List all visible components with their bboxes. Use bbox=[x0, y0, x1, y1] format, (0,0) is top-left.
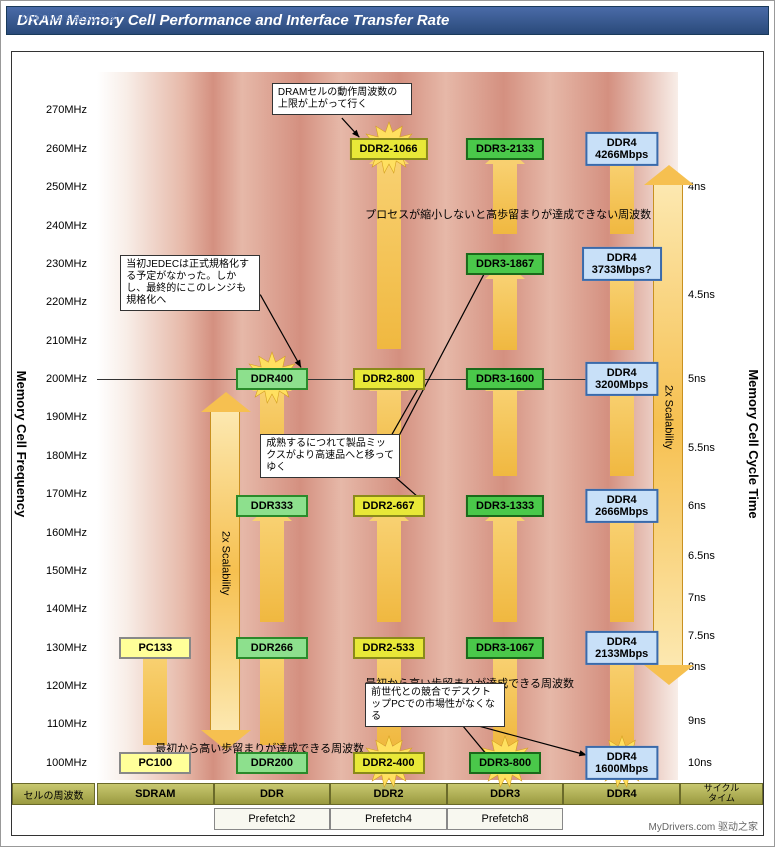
ytick-right: 8ns bbox=[683, 661, 763, 673]
page: MyDrivers 驱动之家 DRAM Memory Cell Performa… bbox=[0, 0, 775, 847]
arrow-up bbox=[143, 659, 167, 745]
note-box: 成熟するにつれて製品ミックスがより高速品へと移ってゆく bbox=[260, 434, 400, 478]
scalability-label: 2x Scalability bbox=[662, 385, 674, 449]
arrow-up bbox=[260, 659, 284, 745]
attribution: MyDrivers.com 驱动之家 bbox=[649, 818, 758, 833]
mem-box-ddr2: DDR2-667 bbox=[353, 495, 425, 517]
mem-box-ddr3: DDR3-1867 bbox=[466, 253, 544, 275]
scalability-label: 2x Scalability bbox=[219, 531, 231, 595]
mem-box-ddr2: DDR2-533 bbox=[353, 637, 425, 659]
arrow-up bbox=[377, 164, 401, 349]
arrow-up bbox=[610, 279, 634, 349]
prefetch-ddr: Prefetch2 bbox=[214, 808, 331, 830]
corner-left: セルの周波数 bbox=[12, 783, 95, 805]
arrow-up bbox=[493, 521, 517, 622]
mem-box-ddr3: DDR3-1333 bbox=[466, 495, 544, 517]
ytick-right: 7ns bbox=[683, 592, 763, 604]
arrow-up bbox=[610, 391, 634, 477]
col-header-sdram: SDRAM bbox=[97, 783, 214, 805]
note-box: 当初JEDECは正式規格化する予定がなかった。しかし、最終的にこのレンジも規格化… bbox=[120, 255, 260, 311]
ytick-left: 250MHz bbox=[12, 181, 92, 193]
ytick-right: 10ns bbox=[683, 757, 763, 769]
ytick-left: 270MHz bbox=[12, 104, 92, 116]
ytick-left: 260MHz bbox=[12, 143, 92, 155]
ytick-left: 220MHz bbox=[12, 296, 92, 308]
prefetch-ddr3: Prefetch8 bbox=[447, 808, 564, 830]
note-box: 前世代との競合でデスクトップPCでの市場性がなくなる bbox=[365, 683, 505, 727]
mem-box-ddr3: DDR3-1600 bbox=[466, 368, 544, 390]
mem-box-ddr4: DDR42133Mbps bbox=[585, 631, 658, 665]
mem-box-ddr: DDR333 bbox=[236, 495, 308, 517]
ytick-left: 120MHz bbox=[12, 680, 92, 692]
ytick-left: 210MHz bbox=[12, 335, 92, 347]
corner-right: サイクルタイム bbox=[680, 783, 763, 805]
mem-box-ddr4: DDR42666Mbps bbox=[585, 489, 658, 523]
ytick-left: 150MHz bbox=[12, 565, 92, 577]
ytick-left: 200MHz bbox=[12, 373, 92, 385]
free-text: プロセスが縮小しないと高歩留まりが達成できない周波数 bbox=[365, 206, 651, 222]
mem-box-ddr3: DDR3-2133 bbox=[466, 138, 544, 160]
ytick-left: 230MHz bbox=[12, 258, 92, 270]
mem-box-ddr3: DDR3-1067 bbox=[466, 637, 544, 659]
arrow-up bbox=[610, 164, 634, 234]
ytick-right: 7.5ns bbox=[683, 630, 763, 642]
mem-box-sdram: PC100 bbox=[119, 752, 191, 774]
mem-box-ddr: DDR266 bbox=[236, 637, 308, 659]
mem-box-ddr: DDR400 bbox=[236, 368, 308, 390]
arrow-up bbox=[493, 279, 517, 349]
ytick-left: 130MHz bbox=[12, 642, 92, 654]
ytick-right: 4ns bbox=[683, 181, 763, 193]
ytick-left: 100MHz bbox=[12, 757, 92, 769]
mem-box-ddr4: DDR41600Mbps bbox=[585, 746, 658, 780]
mem-box-ddr: DDR200 bbox=[236, 752, 308, 774]
mem-box-sdram: PC133 bbox=[119, 637, 191, 659]
title-bar: DRAM Memory Cell Performance and Interfa… bbox=[6, 6, 769, 35]
ytick-left: 140MHz bbox=[12, 603, 92, 615]
ytick-right: 9ns bbox=[683, 715, 763, 727]
ytick-left: 180MHz bbox=[12, 450, 92, 462]
ytick-left: 160MHz bbox=[12, 527, 92, 539]
ytick-right: 5ns bbox=[683, 373, 763, 385]
prefetch-ddr2: Prefetch4 bbox=[330, 808, 447, 830]
mem-box-ddr2: DDR2-400 bbox=[353, 752, 425, 774]
arrow-up bbox=[610, 521, 634, 622]
mem-box-ddr4: DDR43733Mbps? bbox=[582, 247, 662, 281]
ytick-left: 170MHz bbox=[12, 488, 92, 500]
ytick-right: 4.5ns bbox=[683, 289, 763, 301]
arrow-up bbox=[493, 164, 517, 234]
arrow-up bbox=[493, 391, 517, 477]
mem-box-ddr2: DDR2-800 bbox=[353, 368, 425, 390]
ytick-right: 6.5ns bbox=[683, 550, 763, 562]
mem-box-ddr4: DDR43200Mbps bbox=[585, 362, 658, 396]
col-header-ddr: DDR bbox=[214, 783, 331, 805]
mem-box-ddr4: DDR44266Mbps bbox=[585, 132, 658, 166]
ytick-left: 240MHz bbox=[12, 220, 92, 232]
arrow-up bbox=[377, 521, 401, 622]
ytick-left: 190MHz bbox=[12, 411, 92, 423]
watermark: MyDrivers 驱动之家 bbox=[21, 9, 118, 25]
mem-box-ddr3: DDR3-800 bbox=[469, 752, 541, 774]
note-box: DRAMセルの動作周波数の上限が上がって行く bbox=[272, 83, 412, 115]
arrow-up bbox=[260, 521, 284, 622]
ytick-left: 110MHz bbox=[12, 718, 92, 730]
mem-box-ddr2: DDR2-1066 bbox=[349, 138, 427, 160]
ytick-right: 5.5ns bbox=[683, 442, 763, 454]
chart-area: Memory Cell Frequency Memory Cell Cycle … bbox=[11, 51, 764, 836]
ytick-right: 6ns bbox=[683, 500, 763, 512]
